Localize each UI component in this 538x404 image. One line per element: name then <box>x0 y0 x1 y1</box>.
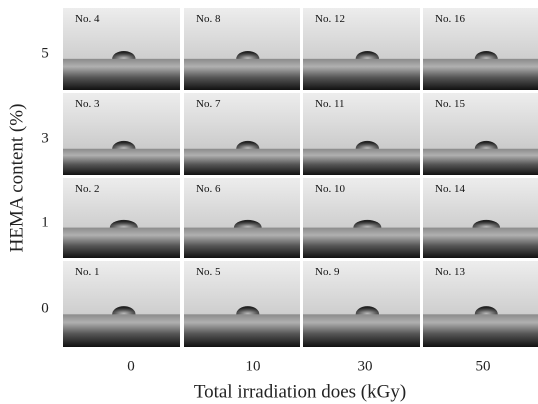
y-tick-label: 1 <box>41 214 49 230</box>
panel-label: No. 13 <box>435 266 465 278</box>
panel-label: No. 7 <box>196 98 221 110</box>
droplet <box>109 219 138 228</box>
panel-label: No. 12 <box>315 13 345 25</box>
x-tick-label: 50 <box>476 358 491 374</box>
droplet <box>233 219 262 228</box>
x-tick-label: 30 <box>358 358 373 374</box>
panel-label: No. 9 <box>315 266 340 278</box>
y-tick-label: 0 <box>41 300 49 316</box>
substrate <box>423 314 538 347</box>
substrate <box>423 227 538 258</box>
x-axis-title: Total irradiation does (kGy) <box>194 381 406 402</box>
panel-label: No. 16 <box>435 13 465 25</box>
substrate <box>63 58 180 90</box>
substrate <box>184 227 300 258</box>
panel-label: No. 3 <box>75 98 100 110</box>
substrate <box>423 58 538 90</box>
substrate <box>184 58 300 90</box>
substrate <box>63 227 180 258</box>
substrate <box>303 314 420 347</box>
substrate <box>303 227 420 258</box>
panel-label: No. 14 <box>435 183 465 195</box>
droplet <box>353 219 382 228</box>
panel-label: No. 10 <box>315 183 345 195</box>
droplet <box>236 50 260 59</box>
droplet <box>474 306 498 315</box>
substrate <box>63 148 180 175</box>
panel-label: No. 8 <box>196 13 221 25</box>
panel-label: No. 2 <box>75 183 99 195</box>
droplet <box>472 219 501 228</box>
substrate <box>303 148 420 175</box>
droplet <box>355 50 380 59</box>
y-tick-label: 3 <box>41 130 49 146</box>
droplet <box>355 306 380 315</box>
substrate <box>423 148 538 175</box>
droplet <box>474 140 498 149</box>
panel-label: No. 6 <box>196 183 221 195</box>
droplet <box>474 50 498 59</box>
panel-label: No. 15 <box>435 98 465 110</box>
droplet <box>236 140 260 149</box>
y-axis-title: HEMA content (%) <box>6 104 27 253</box>
substrate <box>303 58 420 90</box>
substrate <box>184 314 300 347</box>
droplet <box>355 140 380 149</box>
droplet <box>236 306 260 315</box>
panel-label: No. 5 <box>196 266 221 278</box>
substrate <box>184 148 300 175</box>
droplet <box>112 140 136 149</box>
panel-grid: No. 4 No. 8 No. 12 No. 16 No. 3 No. 7 No. 11 No… <box>63 8 538 347</box>
droplet <box>112 306 136 315</box>
y-tick-label: 5 <box>41 45 49 61</box>
substrate <box>63 314 180 347</box>
panel-label: No. 1 <box>75 266 99 278</box>
x-tick-label: 10 <box>246 358 261 374</box>
x-tick-label: 0 <box>127 358 135 374</box>
panel-label: No. 11 <box>315 98 345 110</box>
panel-label: No. 4 <box>75 13 100 25</box>
droplet <box>112 50 136 59</box>
